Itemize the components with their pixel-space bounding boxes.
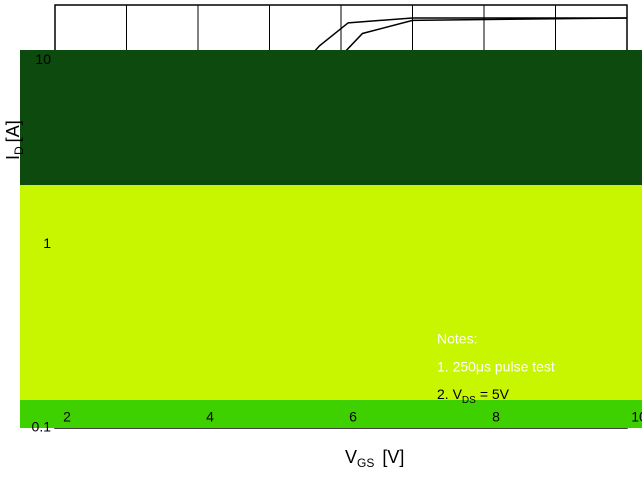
overlay-dark [20, 50, 642, 185]
x-tick-label: 10 [631, 409, 642, 425]
notes-text: = 5V [480, 386, 510, 402]
x-tick-label: 4 [206, 409, 214, 425]
notes-sub: DS [462, 395, 476, 406]
notes-title: Notes: [437, 331, 477, 347]
x-tick-label: 8 [492, 409, 500, 425]
overlay-green [20, 400, 642, 428]
y-label-unit: [A] [3, 120, 23, 142]
y-axis-label: ID [A] [3, 120, 26, 160]
y-label-sub: D [12, 146, 26, 155]
y-tick-label: 10 [35, 51, 51, 67]
x-label-main: V [345, 447, 357, 467]
y-tick-label: 0.1 [32, 419, 52, 435]
x-label-unit: [V] [382, 447, 404, 467]
x-label-sub: GS [357, 456, 374, 470]
notes-text: 2. V [437, 386, 463, 402]
overlay-yellow [20, 185, 642, 400]
x-tick-label: 6 [349, 409, 357, 425]
x-tick-label: 2 [63, 409, 71, 425]
x-axis-label: VGS [V] [345, 447, 404, 470]
notes-item: 1. 250μs pulse test [437, 359, 555, 375]
notes-item: 2. VDS = 5V [437, 386, 510, 406]
y-tick-label: 1 [43, 235, 51, 251]
y-label-main: I [3, 155, 23, 160]
